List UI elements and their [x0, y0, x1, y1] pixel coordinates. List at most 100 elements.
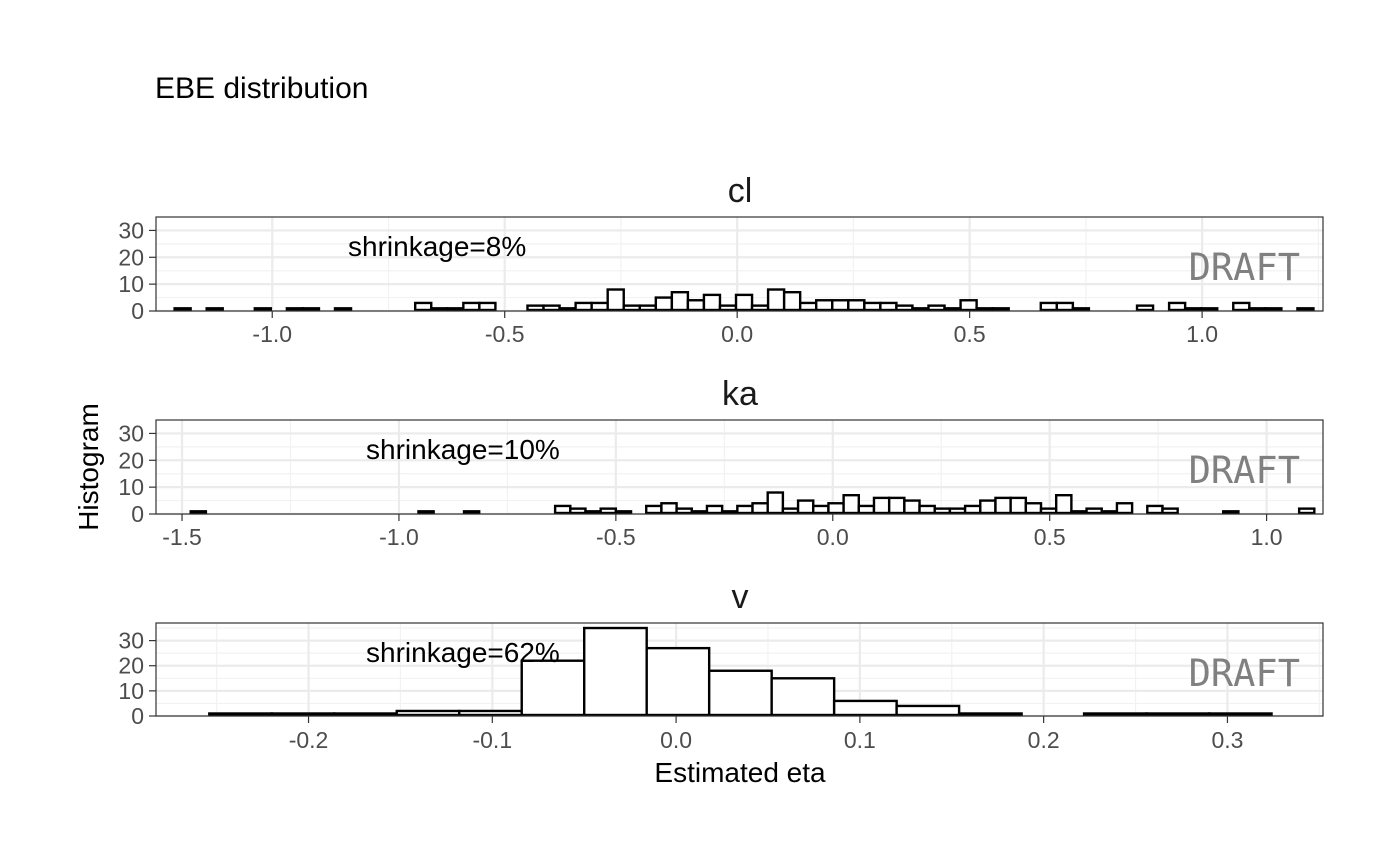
- draft-watermark: DRAFT: [1189, 449, 1300, 492]
- y-tick-label: 30: [118, 217, 144, 243]
- histogram-bar: [781, 507, 800, 515]
- histogram-bar: [770, 677, 836, 717]
- histogram-bar: [173, 307, 192, 312]
- histogram-bar: [1222, 510, 1240, 515]
- histogram-bar: [690, 510, 709, 515]
- histogram-bar: [458, 709, 523, 717]
- histogram-bar: [918, 504, 936, 515]
- histogram-bar: [842, 494, 861, 515]
- histogram-bar: [796, 499, 815, 515]
- histogram-bar: [205, 307, 224, 312]
- histogram-bar: [1264, 307, 1283, 312]
- x-tick-label: 0.5: [1034, 524, 1066, 550]
- x-tick-label: -1.0: [379, 524, 419, 550]
- histogram-bar: [462, 510, 481, 515]
- histogram-bar: [863, 301, 882, 312]
- histogram-bar: [606, 288, 625, 312]
- histogram-bar: [189, 510, 208, 515]
- histogram-bar: [417, 510, 435, 515]
- histogram-bar: [270, 712, 336, 717]
- histogram-bar: [1199, 307, 1219, 312]
- histogram-bar: [285, 307, 305, 312]
- y-tick-label: 30: [118, 420, 144, 446]
- histogram-bar: [301, 307, 321, 312]
- histogram-bar: [736, 504, 754, 515]
- chart-title: EBE distribution: [155, 72, 368, 105]
- histogram-bar: [911, 307, 930, 312]
- histogram-bar: [948, 507, 967, 515]
- histogram-bar: [895, 304, 914, 312]
- histogram-bar: [979, 499, 997, 515]
- histogram-bar: [1115, 502, 1134, 515]
- histogram-bar: [1296, 307, 1315, 312]
- shrinkage-annotation: shrinkage=10%: [366, 434, 560, 465]
- histogram-bar: [718, 304, 738, 312]
- y-tick-label: 10: [118, 271, 144, 297]
- histogram-bar: [782, 291, 802, 312]
- histogram-bar: [879, 301, 898, 312]
- histogram-bar: [660, 502, 678, 515]
- x-tick-label: 0.0: [817, 524, 849, 550]
- histogram-bar: [720, 510, 739, 515]
- histogram-bar: [963, 504, 982, 515]
- histogram-bar: [1070, 510, 1088, 515]
- x-tick-label: 0.1: [844, 727, 876, 753]
- histogram-bar: [590, 301, 609, 312]
- x-tick-label: -1.0: [252, 321, 292, 347]
- histogram-bar: [1039, 301, 1059, 312]
- x-tick-label: 1.0: [1186, 321, 1218, 347]
- histogram-bar: [903, 499, 921, 515]
- histogram-bar: [707, 669, 773, 717]
- x-tick-label: -0.2: [289, 727, 329, 753]
- x-tick-label: 0.0: [721, 321, 753, 347]
- x-tick-label: 0.3: [1211, 727, 1243, 753]
- histogram-bar: [1024, 502, 1043, 515]
- y-tick-label: 20: [118, 244, 144, 270]
- histogram-bar: [395, 709, 461, 717]
- histogram-bar: [895, 704, 961, 717]
- draft-watermark: DRAFT: [1189, 246, 1300, 289]
- y-tick-label: 0: [131, 501, 144, 527]
- histogram-bar: [872, 496, 891, 515]
- histogram-bar: [462, 301, 481, 312]
- histogram-bar: [1100, 510, 1119, 515]
- x-tick-label: -0.1: [472, 727, 512, 753]
- histogram-bar: [1145, 712, 1211, 717]
- histogram-bar: [253, 307, 273, 312]
- y-tick-label: 10: [118, 474, 144, 500]
- panel-strip-label: ka: [722, 375, 758, 413]
- panel-strip-label: cl: [728, 172, 753, 210]
- histogram-bar: [614, 510, 633, 515]
- histogram-bar: [1055, 301, 1075, 312]
- histogram-bar: [1161, 507, 1179, 515]
- histogram-bar: [1054, 494, 1073, 515]
- histogram-bar: [702, 293, 722, 312]
- histogram-bar: [887, 496, 906, 515]
- histogram-bar: [815, 299, 834, 312]
- histogram-bar: [654, 296, 674, 312]
- histogram-bar: [766, 491, 785, 515]
- histogram-bar: [750, 304, 770, 312]
- histogram-bar: [812, 504, 830, 515]
- x-tick-label: -0.5: [485, 321, 525, 347]
- x-tick-label: -1.5: [162, 524, 202, 550]
- histogram-bar: [1135, 304, 1155, 312]
- histogram-bar: [553, 504, 572, 515]
- histogram-bar: [526, 304, 545, 312]
- histogram-bar: [1207, 712, 1273, 717]
- histogram-bar: [766, 288, 786, 312]
- x-tick-label: 0.5: [954, 321, 986, 347]
- histogram-bar: [751, 502, 769, 515]
- histogram-bar: [645, 646, 711, 717]
- shrinkage-annotation: shrinkage=8%: [348, 231, 526, 262]
- draft-watermark: DRAFT: [1189, 652, 1300, 695]
- x-tick-label: 0.0: [660, 727, 692, 753]
- x-axis-title: Estimated eta: [654, 757, 826, 788]
- y-tick-label: 20: [118, 653, 144, 679]
- histogram-bar: [975, 307, 994, 312]
- histogram-bar: [847, 299, 866, 312]
- histogram-bar: [638, 304, 658, 312]
